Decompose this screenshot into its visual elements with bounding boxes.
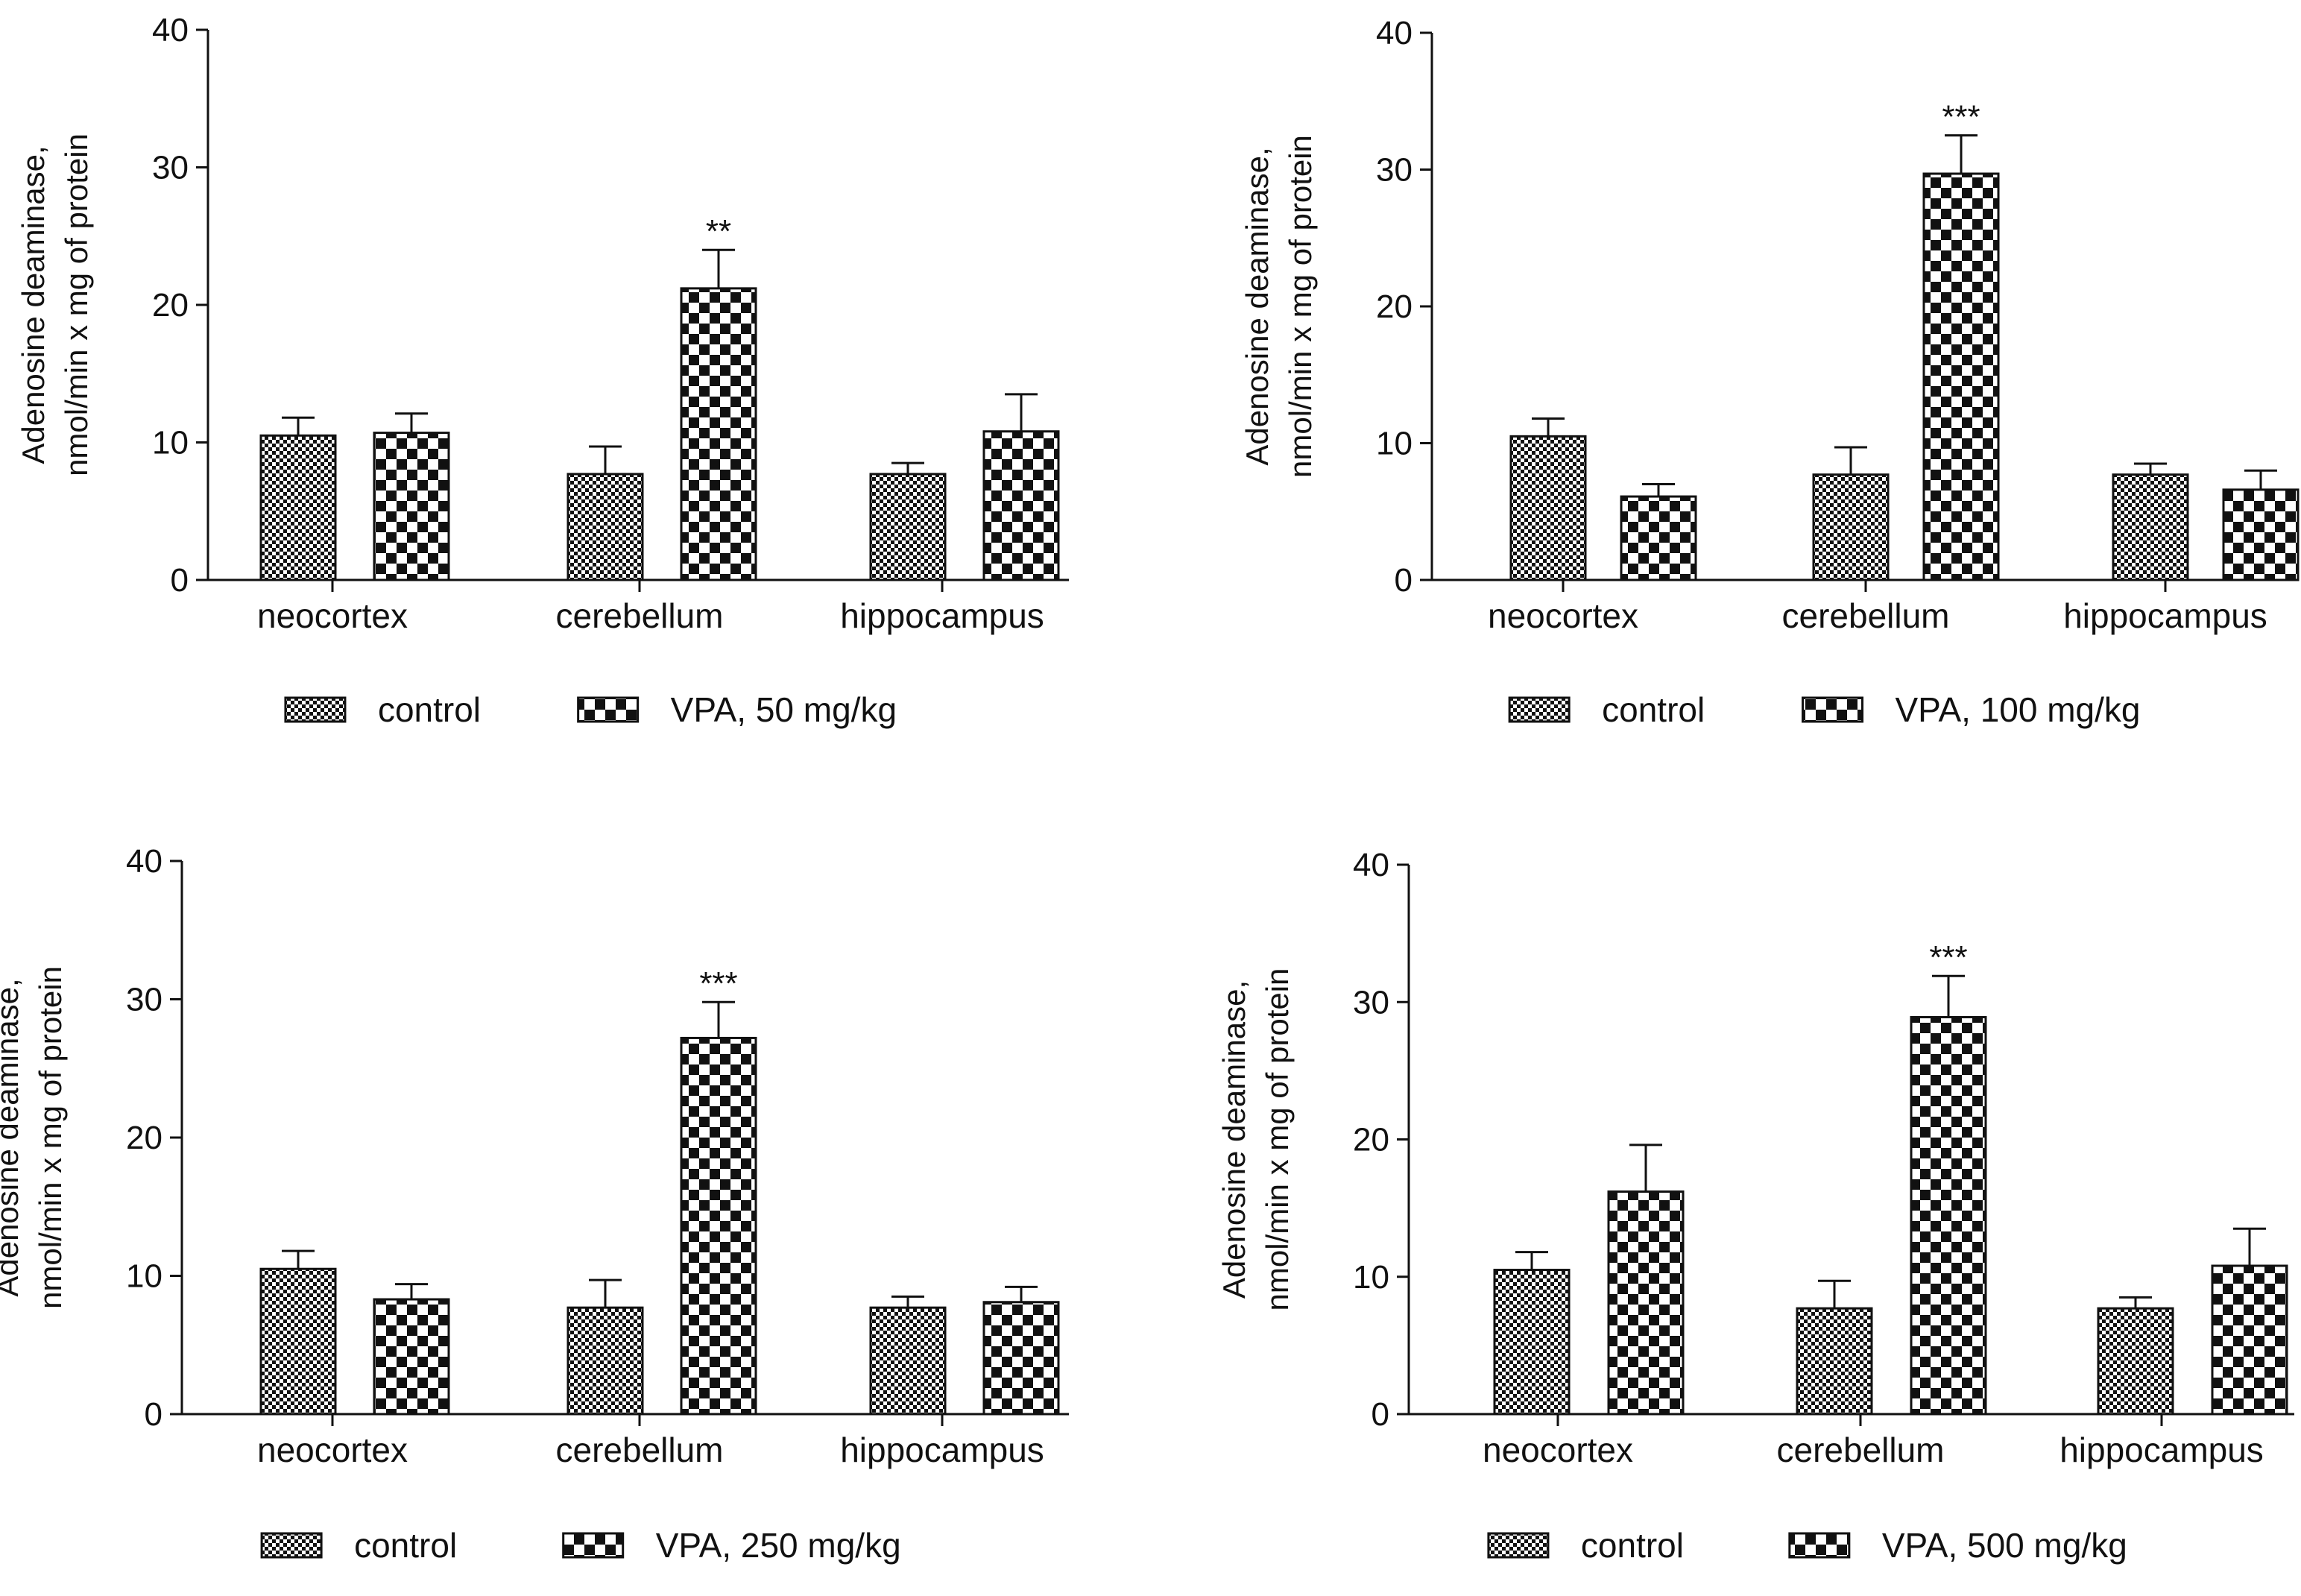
y-axis-label: Adenosine deaminase, [1240,147,1275,465]
legend-label: VPA, 500 mg/kg [1882,1526,2127,1565]
bar [259,434,337,581]
x-tick-label: cerebellum [556,1431,724,1469]
legend-label: VPA, 50 mg/kg [671,690,897,729]
y-tick-label: 10 [1353,1259,1389,1296]
y-tick-label: 0 [1395,562,1413,599]
significance-label: *** [1929,939,1967,976]
bar [680,287,757,581]
y-tick-label: 20 [1353,1122,1389,1158]
y-axis-label: Adenosine deaminase, [0,978,25,1296]
y-tick-label: 40 [1376,15,1413,51]
bar [982,430,1060,581]
bar [680,1036,757,1416]
legend-label: VPA, 250 mg/kg [656,1526,901,1565]
y-tick-label: 40 [152,12,189,48]
chart-panel-100mgkg: 0 10 20 30 40 Adenosine deaminase, nmol/min x … [1240,15,2300,729]
bar [1509,435,1587,581]
bar [2211,1264,2288,1416]
x-tick-label: neocortex [257,1431,408,1469]
significance-label: *** [699,965,737,1002]
bar [373,1298,450,1416]
y-tick-label: 0 [145,1396,162,1433]
bar [1922,172,2000,581]
legend-swatch [577,696,640,723]
y-tick-label: 10 [152,425,189,461]
chart-panel-250mgkg: 0 10 20 30 40 Adenosine deaminase, nmol/min x … [0,843,1069,1565]
bar [1812,473,1890,581]
legend-label: control [354,1526,457,1565]
bar [1620,495,1697,581]
x-tick-label: cerebellum [556,596,724,635]
legend-label: control [1602,690,1705,729]
bar [982,1301,1060,1416]
x-tick-label: neocortex [1483,1431,1633,1469]
y-tick-label: 10 [1376,426,1413,462]
x-tick-label: hippocampus [2059,1431,2264,1469]
y-tick-label: 20 [1376,288,1413,325]
y-tick-label: 20 [152,287,189,324]
bar [1493,1269,1571,1416]
legend-swatch [1487,1532,1550,1559]
x-tick-label: hippocampus [840,596,1044,635]
bar [259,1267,337,1416]
bar [373,432,450,581]
legend-label: VPA, 100 mg/kg [1896,690,2141,729]
bar [1910,1016,1987,1416]
y-axis-label: nmol/min x mg of protein [33,966,68,1309]
y-axis-label: nmol/min x mg of protein [1260,968,1295,1311]
y-tick-label: 30 [1353,984,1389,1021]
significance-label: *** [1942,99,1980,136]
y-axis-label: Adenosine deaminase, [16,145,51,464]
y-axis-label: nmol/min x mg of protein [59,133,94,476]
y-tick-label: 30 [1376,152,1413,189]
legend-swatch [284,696,347,723]
bar [1607,1190,1685,1416]
bar [2097,1307,2174,1416]
y-tick-label: 10 [126,1258,162,1295]
x-tick-label: hippocampus [2063,596,2267,635]
y-tick-label: 20 [126,1120,162,1156]
legend-swatch [1788,1532,1851,1559]
bar [566,1306,644,1416]
y-tick-label: 30 [126,982,162,1018]
legend-label: control [378,690,481,729]
chart-panel-500mgkg: 0 10 20 30 40 Adenosine deaminase, nmol/min x … [1216,847,2294,1565]
bar [1796,1307,1873,1416]
legend-swatch [1802,696,1864,723]
significance-label: ** [706,213,731,250]
y-tick-label: 0 [171,562,189,599]
x-tick-label: cerebellum [1782,596,1950,635]
legend-swatch [562,1532,625,1559]
y-tick-label: 40 [1353,847,1389,883]
y-axis-label: Adenosine deaminase, [1216,980,1251,1299]
x-tick-label: neocortex [257,596,408,635]
chart-panel-50mgkg: 0 10 20 30 40 Adenosine deaminase, nmol/min x … [16,12,1069,729]
x-tick-label: cerebellum [1777,1431,1945,1469]
bar [869,473,947,581]
x-tick-label: hippocampus [840,1431,1044,1469]
legend-swatch [260,1532,323,1559]
y-axis-label: nmol/min x mg of protein [1283,135,1318,478]
bar [2112,473,2189,581]
legend-label: control [1581,1526,1684,1565]
x-tick-label: neocortex [1488,596,1638,635]
bar [566,473,644,581]
bar [2222,488,2300,581]
bar [869,1306,947,1416]
legend-swatch [1508,696,1571,723]
y-tick-label: 30 [152,150,189,186]
y-tick-label: 0 [1372,1396,1389,1433]
y-tick-label: 40 [126,843,162,880]
